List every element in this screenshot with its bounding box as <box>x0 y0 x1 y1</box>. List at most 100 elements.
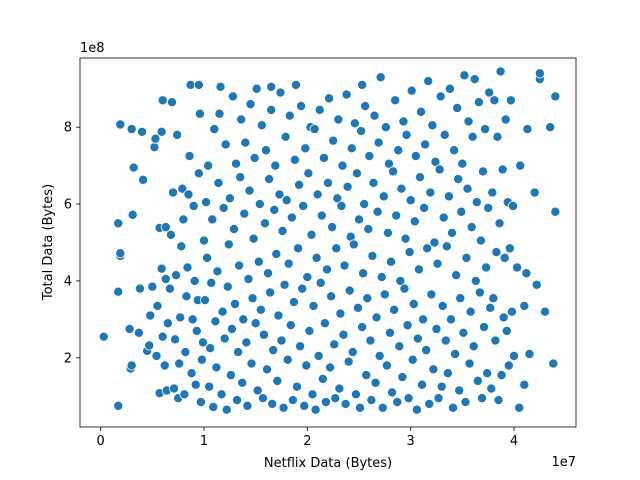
data-point-283 <box>420 139 431 150</box>
data-point-210 <box>344 285 355 296</box>
data-point-215 <box>349 118 360 129</box>
data-point-169 <box>302 272 313 283</box>
data-point-236 <box>371 312 382 323</box>
data-point-264 <box>400 233 411 244</box>
data-point-57 <box>186 368 197 379</box>
data-point-13 <box>133 327 144 338</box>
data-point-105 <box>236 114 247 125</box>
data-point-157 <box>289 154 300 165</box>
data-point-245 <box>380 122 391 133</box>
data-point-306 <box>443 191 454 202</box>
data-point-123 <box>254 199 265 210</box>
data-point-297 <box>434 164 445 175</box>
data-point-142 <box>274 189 285 200</box>
data-point-130 <box>262 364 273 375</box>
data-point-196 <box>330 393 341 404</box>
data-point-299 <box>436 381 447 392</box>
data-point-135 <box>267 398 278 409</box>
data-point-265 <box>401 129 412 140</box>
data-point-235 <box>370 377 381 388</box>
data-point-126 <box>257 393 268 404</box>
data-point-186 <box>319 318 330 329</box>
data-point-4 <box>115 248 126 259</box>
data-point-159 <box>291 381 302 392</box>
data-point-315 <box>453 174 464 185</box>
data-point-260 <box>396 183 407 194</box>
data-point-340 <box>479 322 490 333</box>
data-point-352 <box>491 247 502 258</box>
data-point-388 <box>266 81 277 92</box>
data-point-21 <box>149 142 160 153</box>
data-point-205 <box>339 260 350 271</box>
data-point-226 <box>361 370 372 381</box>
data-point-40 <box>169 383 180 394</box>
data-point-249 <box>384 327 395 338</box>
data-point-275 <box>411 404 422 415</box>
data-point-163 <box>296 101 307 112</box>
data-point-374 <box>521 268 532 279</box>
data-point-291 <box>428 364 439 375</box>
data-point-19 <box>145 310 156 321</box>
data-point-318 <box>456 206 467 217</box>
data-point-0 <box>98 331 109 342</box>
data-point-325 <box>463 116 474 127</box>
data-point-285 <box>422 243 433 254</box>
x-tick-label-2: 2 <box>303 434 311 449</box>
data-point-177 <box>310 404 321 415</box>
data-point-213 <box>347 347 358 358</box>
data-point-152 <box>284 110 295 121</box>
data-point-204 <box>338 329 349 340</box>
data-point-327 <box>465 306 476 317</box>
data-point-207 <box>341 89 352 100</box>
data-point-364 <box>503 360 514 371</box>
data-point-45 <box>174 358 185 369</box>
data-point-125 <box>256 120 267 131</box>
data-point-12 <box>126 124 137 135</box>
data-point-256 <box>392 397 403 408</box>
data-point-369 <box>508 350 519 361</box>
data-point-342 <box>481 262 492 273</box>
data-point-86 <box>216 389 227 400</box>
data-point-161 <box>294 179 305 190</box>
data-point-206 <box>340 398 351 409</box>
data-point-158 <box>290 79 301 90</box>
data-point-62 <box>191 325 202 336</box>
data-point-370 <box>512 262 523 273</box>
data-point-84 <box>214 108 225 119</box>
data-point-305 <box>442 368 453 379</box>
data-point-43 <box>172 129 183 140</box>
data-point-387 <box>193 79 204 90</box>
data-point-212 <box>346 143 357 154</box>
data-point-273 <box>409 216 420 227</box>
data-point-171 <box>304 325 315 336</box>
data-point-98 <box>228 224 239 235</box>
data-point-53 <box>182 262 193 273</box>
data-point-148 <box>280 131 291 142</box>
data-point-20 <box>147 281 158 292</box>
data-point-367 <box>506 306 517 317</box>
data-point-284 <box>421 345 432 356</box>
data-point-170 <box>303 168 314 179</box>
data-point-48 <box>177 183 188 194</box>
data-point-230 <box>365 335 376 346</box>
data-point-231 <box>366 395 377 406</box>
y-axis-label: Total Data (Bytes) <box>41 184 56 301</box>
data-point-100 <box>231 158 242 169</box>
data-point-67 <box>196 354 207 365</box>
data-point-66 <box>195 397 206 408</box>
data-point-55 <box>184 151 195 162</box>
data-point-371 <box>515 160 526 171</box>
data-point-85 <box>215 81 226 92</box>
data-point-138 <box>270 160 281 171</box>
data-point-252 <box>388 166 399 177</box>
data-point-360 <box>499 252 510 263</box>
data-point-191 <box>325 362 336 373</box>
data-point-193 <box>327 222 338 233</box>
data-point-116 <box>247 293 258 304</box>
y-tick-label-3: 8 <box>64 121 72 136</box>
data-point-304 <box>441 241 452 252</box>
data-point-11 <box>128 162 139 173</box>
data-point-113 <box>244 185 255 196</box>
data-point-96 <box>226 323 237 334</box>
data-point-280 <box>417 379 428 390</box>
